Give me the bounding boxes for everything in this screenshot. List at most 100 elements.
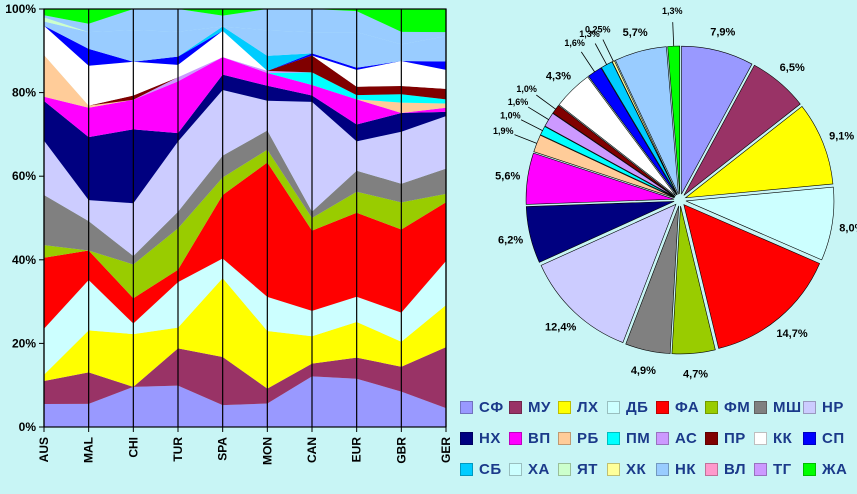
pie-leader-line bbox=[514, 134, 537, 144]
x-tick-label-can: CAN bbox=[305, 437, 319, 463]
legend-label: ЖА bbox=[822, 460, 848, 478]
x-tick-label-mal: MAL bbox=[82, 437, 96, 463]
legend-item-жа: ЖА bbox=[803, 458, 847, 480]
legend-label: ФМ bbox=[724, 398, 751, 416]
legend-item-фм: ФМ bbox=[705, 396, 750, 418]
pie-slice-нр bbox=[540, 203, 677, 343]
stacked-area-chart: 0% 20% 40% 60% 80% 100% AUS MAL CHI TUR SPA MON CAN… bbox=[5, 2, 453, 465]
x-tick-label-aus: AUS bbox=[37, 437, 51, 462]
pie-label-му: 6,5% bbox=[780, 62, 805, 74]
pie-label-рб: 1,9% bbox=[493, 126, 514, 136]
legend-item-вп: ВП bbox=[509, 427, 551, 449]
area-band-рб bbox=[44, 54, 446, 113]
area-band-фм bbox=[44, 149, 446, 299]
legend-swatch bbox=[656, 462, 669, 476]
pie-slice-жа bbox=[667, 45, 681, 195]
x-tick-label-eur: EUR bbox=[350, 437, 364, 463]
legend-label: ЯТ bbox=[577, 460, 598, 478]
legend-swatch bbox=[558, 400, 571, 414]
pie-slice-фм bbox=[671, 205, 716, 355]
pie-slice-нх bbox=[525, 201, 675, 263]
legend-swatch bbox=[607, 462, 620, 476]
legend-item-дб: ДБ bbox=[607, 396, 648, 418]
pie-slice-вп bbox=[525, 152, 675, 205]
legend-swatch bbox=[558, 462, 571, 476]
area-band-сф bbox=[44, 376, 446, 427]
legend-item-ха: ХА bbox=[509, 458, 550, 480]
legend-swatch bbox=[754, 400, 767, 414]
legend-swatch bbox=[460, 431, 473, 445]
area-band-нх bbox=[44, 74, 446, 204]
pie-slice-ас bbox=[544, 112, 676, 198]
pie-label-кк: 4,3% bbox=[546, 70, 571, 82]
pie-label-сб: 1,3% bbox=[579, 29, 600, 39]
legend-item-нк: НК bbox=[656, 458, 696, 480]
legend-label: АС bbox=[675, 429, 698, 447]
x-tick-label-gbr: GBR bbox=[394, 437, 408, 464]
legend-swatch bbox=[754, 462, 767, 476]
legend-label: ХА bbox=[528, 460, 550, 478]
legend-swatch bbox=[460, 462, 473, 476]
pie-leader-line bbox=[602, 39, 614, 62]
legend-swatch bbox=[803, 400, 816, 414]
area-band-вп bbox=[44, 57, 446, 138]
legend-label: МУ bbox=[528, 398, 551, 416]
legend-item-сб: СБ bbox=[460, 458, 502, 480]
legend-swatch bbox=[803, 431, 816, 445]
pie-slice-сф bbox=[681, 45, 753, 195]
legend-swatch bbox=[509, 431, 522, 445]
pie-slice-дб bbox=[685, 186, 835, 261]
legend-label: ФА bbox=[675, 398, 700, 416]
pie-label-сп: 1,6% bbox=[564, 38, 585, 48]
legend-item-сп: СП bbox=[803, 427, 845, 449]
x-tick-label-ger: GER bbox=[439, 437, 453, 463]
legend-item-нр: НР bbox=[803, 396, 844, 418]
pie-slice-кк bbox=[558, 76, 677, 196]
area-band-лх bbox=[44, 278, 446, 389]
y-axis: 0% 20% 40% 60% 80% 100% bbox=[5, 2, 44, 434]
legend-item-сф: СФ bbox=[460, 396, 504, 418]
legend-swatch bbox=[754, 431, 767, 445]
pie-slice-рб bbox=[533, 134, 675, 199]
legend-label: ПМ bbox=[626, 429, 651, 447]
legend-label: СБ bbox=[479, 460, 502, 478]
legend-label: НХ bbox=[479, 429, 501, 447]
legend-item-лх: ЛХ bbox=[558, 396, 599, 418]
legend-label: ВП bbox=[528, 429, 551, 447]
pie-slice-нк bbox=[615, 46, 679, 195]
pie-label-пм: 1,0% bbox=[500, 110, 521, 120]
exploded-pie-chart: 7,9% 6,5% 9,1% 8,0% 14,7% 4,7% 4,9% 12,4% 6,2% 5,… bbox=[493, 6, 857, 380]
pie-slice-пр bbox=[552, 105, 676, 197]
area-band-дб bbox=[44, 258, 446, 375]
pie-label-мш: 4,9% bbox=[631, 365, 656, 377]
legend-item-вл: ВЛ bbox=[705, 458, 746, 480]
legend-label: ДБ bbox=[626, 398, 649, 416]
pie-leader-line bbox=[672, 22, 675, 47]
area-band-нк bbox=[44, 9, 446, 45]
legend-swatch bbox=[705, 431, 718, 445]
legend-label: МШ bbox=[773, 398, 802, 416]
pie-leader-line bbox=[527, 106, 549, 120]
pie-leader-line bbox=[594, 43, 607, 65]
legend-label: КК bbox=[773, 429, 793, 447]
x-tick-label-mon: MON bbox=[260, 437, 274, 465]
legend-label: НК bbox=[675, 460, 696, 478]
legend-swatch bbox=[607, 400, 620, 414]
y-tick-label: 0% bbox=[19, 420, 37, 434]
plot-frame bbox=[43, 8, 447, 428]
area-band-мш bbox=[44, 130, 446, 265]
legend-swatch bbox=[656, 431, 669, 445]
pie-label-нк: 5,7% bbox=[623, 27, 648, 39]
area-band-фа bbox=[44, 162, 446, 329]
legend-label: ВЛ bbox=[724, 460, 746, 478]
pie-label-фа: 14,7% bbox=[776, 328, 807, 340]
legend-swatch bbox=[509, 400, 522, 414]
area-band-сб bbox=[44, 25, 446, 71]
legend-swatch bbox=[558, 431, 571, 445]
pie-slices-group bbox=[525, 45, 835, 355]
pie-label-лх: 9,1% bbox=[829, 131, 854, 143]
legend-swatch bbox=[705, 462, 718, 476]
area-band-пр bbox=[44, 54, 446, 106]
pie-label-нх: 6,2% bbox=[498, 235, 523, 247]
